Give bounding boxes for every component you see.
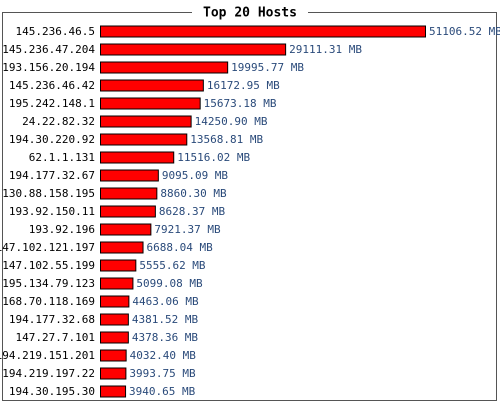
bar [100,277,134,290]
host-label: 130.88.158.195 [2,187,95,200]
bar [100,241,144,254]
bar [100,385,127,398]
value-label: 29111.31 MB [289,43,362,56]
title-background [192,4,308,20]
bar [100,331,129,344]
host-label: 194.219.151.201 [0,349,95,362]
host-label: 195.134.79.123 [2,277,95,290]
value-label: 15673.18 MB [204,97,277,110]
host-label: 194.30.195.30 [9,385,95,398]
value-label: 3940.65 MB [129,385,196,398]
host-label: 62.1.1.131 [29,151,95,164]
host-label: 193.156.20.194 [2,61,95,74]
value-label: 19995.77 MB [231,61,304,74]
bar [100,25,426,38]
value-label: 9095.09 MB [162,169,229,182]
host-label: 193.92.150.11 [9,205,95,218]
value-label: 5099.08 MB [136,277,203,290]
value-label: 16172.95 MB [207,79,280,92]
value-label: 4381.52 MB [132,313,199,326]
value-label: 8860.30 MB [160,187,227,200]
bar [100,223,152,236]
host-label: 147.102.55.199 [2,259,95,272]
bar [100,169,159,182]
value-label: 3993.75 MB [129,367,196,380]
bar [100,61,229,74]
bar [100,79,204,92]
bar [100,313,129,326]
host-label: 194.177.32.67 [9,169,95,182]
bar [100,43,287,56]
bar [100,97,201,110]
host-label: 145.236.47.204 [2,43,95,56]
host-label: 194.30.220.92 [9,133,95,146]
host-label: 194.219.197.22 [2,367,95,380]
bar [100,187,158,200]
bar [100,259,137,272]
bar [100,151,175,164]
chart-title: Top 20 Hosts [203,6,297,21]
host-label: 145.236.46.5 [16,25,95,38]
value-label: 51106.52 MB [429,25,500,38]
bar [100,205,156,218]
value-label: 4378.36 MB [132,331,199,344]
bar [100,295,130,308]
value-label: 7921.37 MB [154,223,221,236]
host-label: 147.102.121.197 [0,241,95,254]
value-label: 14250.90 MB [195,115,268,128]
bar [100,115,192,128]
host-label: 147.27.7.101 [16,331,95,344]
host-label: 168.70.118.169 [2,295,95,308]
value-label: 11516.02 MB [177,151,250,164]
bar [100,349,127,362]
value-label: 4463.06 MB [132,295,199,308]
value-label: 4032.40 MB [130,349,197,362]
host-label: 145.236.46.42 [9,79,95,92]
host-label: 193.92.196 [29,223,95,236]
value-label: 5555.62 MB [139,259,206,272]
host-label: 194.177.32.68 [9,313,95,326]
host-label: 195.242.148.1 [9,97,95,110]
host-label: 24.22.82.32 [22,115,95,128]
bar [100,367,127,380]
value-label: 6688.04 MB [147,241,214,254]
value-label: 13568.81 MB [190,133,263,146]
bar [100,133,188,146]
value-label: 8628.37 MB [159,205,226,218]
